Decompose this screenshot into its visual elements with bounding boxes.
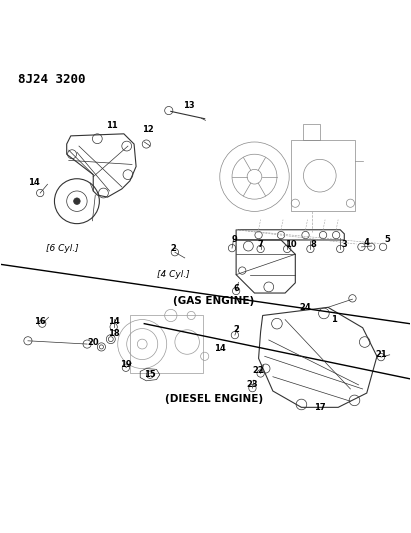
Text: 3: 3: [342, 239, 347, 248]
Text: 17: 17: [314, 403, 326, 412]
Text: 16: 16: [34, 317, 46, 326]
Text: 19: 19: [120, 360, 132, 369]
Text: 8J24 3200: 8J24 3200: [18, 72, 85, 86]
Circle shape: [74, 198, 80, 205]
Text: 1: 1: [331, 315, 337, 324]
Text: 8: 8: [311, 239, 316, 248]
Text: 2: 2: [170, 244, 176, 253]
Text: 12: 12: [143, 125, 154, 134]
Text: 21: 21: [375, 350, 387, 359]
Text: 6: 6: [233, 285, 239, 294]
Text: 5: 5: [384, 236, 390, 245]
Text: 18: 18: [108, 329, 120, 338]
Text: 9: 9: [231, 236, 237, 245]
Text: 22: 22: [253, 366, 264, 375]
Text: 7: 7: [258, 239, 263, 248]
Text: 14: 14: [28, 179, 40, 187]
Text: (DIESEL ENGINE): (DIESEL ENGINE): [164, 394, 263, 404]
Text: 11: 11: [106, 121, 118, 130]
Text: 14: 14: [214, 344, 226, 353]
Text: 2: 2: [233, 325, 239, 334]
Text: [6 Cyl.]: [6 Cyl.]: [46, 244, 79, 253]
Text: [4 Cyl.]: [4 Cyl.]: [157, 270, 189, 279]
Text: 23: 23: [247, 381, 258, 390]
Text: (GAS ENGINE): (GAS ENGINE): [173, 296, 254, 306]
Text: 20: 20: [88, 337, 99, 346]
Text: 13: 13: [183, 101, 195, 110]
Text: 10: 10: [285, 239, 297, 248]
Text: 4: 4: [364, 238, 369, 246]
Text: 15: 15: [145, 370, 156, 379]
Text: 24: 24: [300, 303, 312, 312]
Text: 14: 14: [108, 317, 120, 326]
